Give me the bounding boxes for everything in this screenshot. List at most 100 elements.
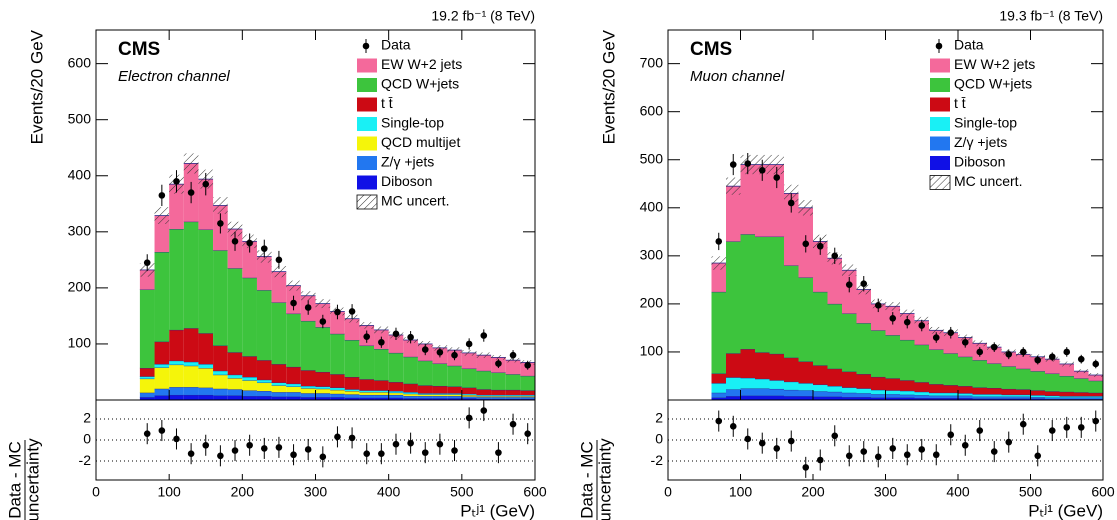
stack-segment — [798, 390, 813, 397]
mc-uncertainty — [1059, 361, 1074, 367]
stack-segment — [374, 392, 389, 395]
stack-segment — [900, 380, 915, 391]
x-tick-label: 100 — [729, 484, 753, 500]
stack-segment — [300, 388, 316, 394]
data-point — [976, 348, 984, 356]
stack-segment — [929, 395, 944, 399]
legend-swatch — [930, 136, 950, 151]
stack-segment — [929, 398, 944, 400]
legend-label: QCD W+jets — [381, 76, 459, 92]
stack-segment — [914, 382, 929, 392]
stack-segment — [476, 396, 492, 398]
data-point — [524, 361, 531, 369]
stack-segment — [1001, 396, 1016, 399]
mc-uncertainty — [183, 153, 199, 174]
stack-segment — [461, 394, 477, 397]
stack-segment — [885, 394, 900, 398]
stack-segment — [447, 396, 462, 399]
stack-segment — [139, 392, 155, 398]
stack-segment — [256, 391, 272, 397]
stack-segment — [813, 391, 828, 397]
data-point — [758, 167, 766, 174]
stack-segment — [242, 396, 257, 400]
experiment-label: CMS — [690, 39, 732, 60]
stack-segment — [300, 397, 316, 400]
stack-segment — [491, 397, 506, 399]
stack-segment — [271, 385, 287, 393]
mc-uncertainty — [711, 256, 726, 270]
stack-segment — [417, 396, 433, 399]
stack-segment — [726, 353, 741, 378]
stack-segment — [1059, 391, 1074, 397]
pull-point — [260, 445, 268, 452]
data-point — [451, 351, 458, 359]
legend-swatch — [929, 175, 951, 190]
stack-segment — [740, 349, 755, 378]
legend-label: Single-top — [381, 115, 444, 131]
y-tick-label: 200 — [640, 295, 664, 311]
stack-segment — [1088, 392, 1103, 397]
stack-segment — [198, 387, 214, 395]
stack-segment — [740, 164, 755, 235]
stack-segment — [1030, 390, 1045, 396]
stack-segment — [300, 393, 316, 398]
stack-segment — [227, 389, 243, 396]
stack-segment — [1074, 371, 1089, 379]
pull-point — [231, 447, 239, 454]
stack-segment — [987, 387, 1002, 395]
stack-segment — [943, 398, 958, 400]
stack-segment — [1045, 395, 1060, 398]
data-point — [260, 245, 268, 252]
stack-segment — [740, 388, 755, 396]
stack-segment — [154, 364, 170, 368]
data-point — [348, 308, 356, 315]
stack-segment — [1001, 366, 1016, 389]
pull-point — [465, 414, 473, 422]
stack-segment — [755, 378, 770, 389]
data-point — [392, 330, 400, 338]
stack-segment — [447, 365, 462, 387]
stack-segment — [943, 353, 958, 386]
data-point — [202, 180, 210, 188]
y-tick-label: 0 — [655, 431, 663, 447]
pull-point — [1063, 424, 1071, 431]
stack-segment — [856, 374, 871, 389]
pull-point — [802, 464, 810, 471]
legend-label: QCD W+jets — [954, 76, 1032, 92]
pull-point — [275, 444, 283, 451]
stack-segment — [491, 389, 506, 395]
stack-segment — [740, 234, 755, 350]
stack-segment — [1088, 396, 1103, 398]
stack-segment — [213, 374, 228, 389]
pull-point — [961, 441, 969, 449]
mc-uncertainty — [286, 280, 301, 291]
data-point — [773, 174, 781, 181]
stack-segment — [1074, 397, 1089, 400]
stack-segment — [784, 193, 799, 266]
stack-segment — [315, 397, 331, 400]
stack-segment — [813, 396, 828, 400]
stack-segment — [154, 341, 170, 365]
stack-segment — [491, 398, 506, 400]
stack-segment — [330, 389, 345, 394]
x-tick-label: 300 — [874, 484, 898, 500]
stack-segment — [344, 318, 360, 341]
stack-segment — [169, 394, 184, 400]
stack-segment — [798, 396, 813, 400]
lumi-label: 19.2 fb⁻¹ (8 TeV) — [431, 8, 535, 24]
stack-segment — [958, 386, 973, 394]
data-point — [231, 238, 239, 245]
data-point — [802, 240, 810, 248]
legend-label: MC uncert. — [381, 193, 449, 209]
stack-segment — [359, 394, 375, 398]
x-tick-label: 500 — [450, 484, 474, 500]
y-tick-label: 600 — [68, 54, 92, 70]
stack-segment — [476, 370, 492, 390]
stack-segment — [726, 241, 741, 354]
pull-point — [246, 441, 253, 449]
stack-segment — [213, 388, 228, 396]
stack-segment — [271, 382, 287, 386]
stack-segment — [169, 364, 184, 388]
stack-segment — [784, 357, 799, 382]
